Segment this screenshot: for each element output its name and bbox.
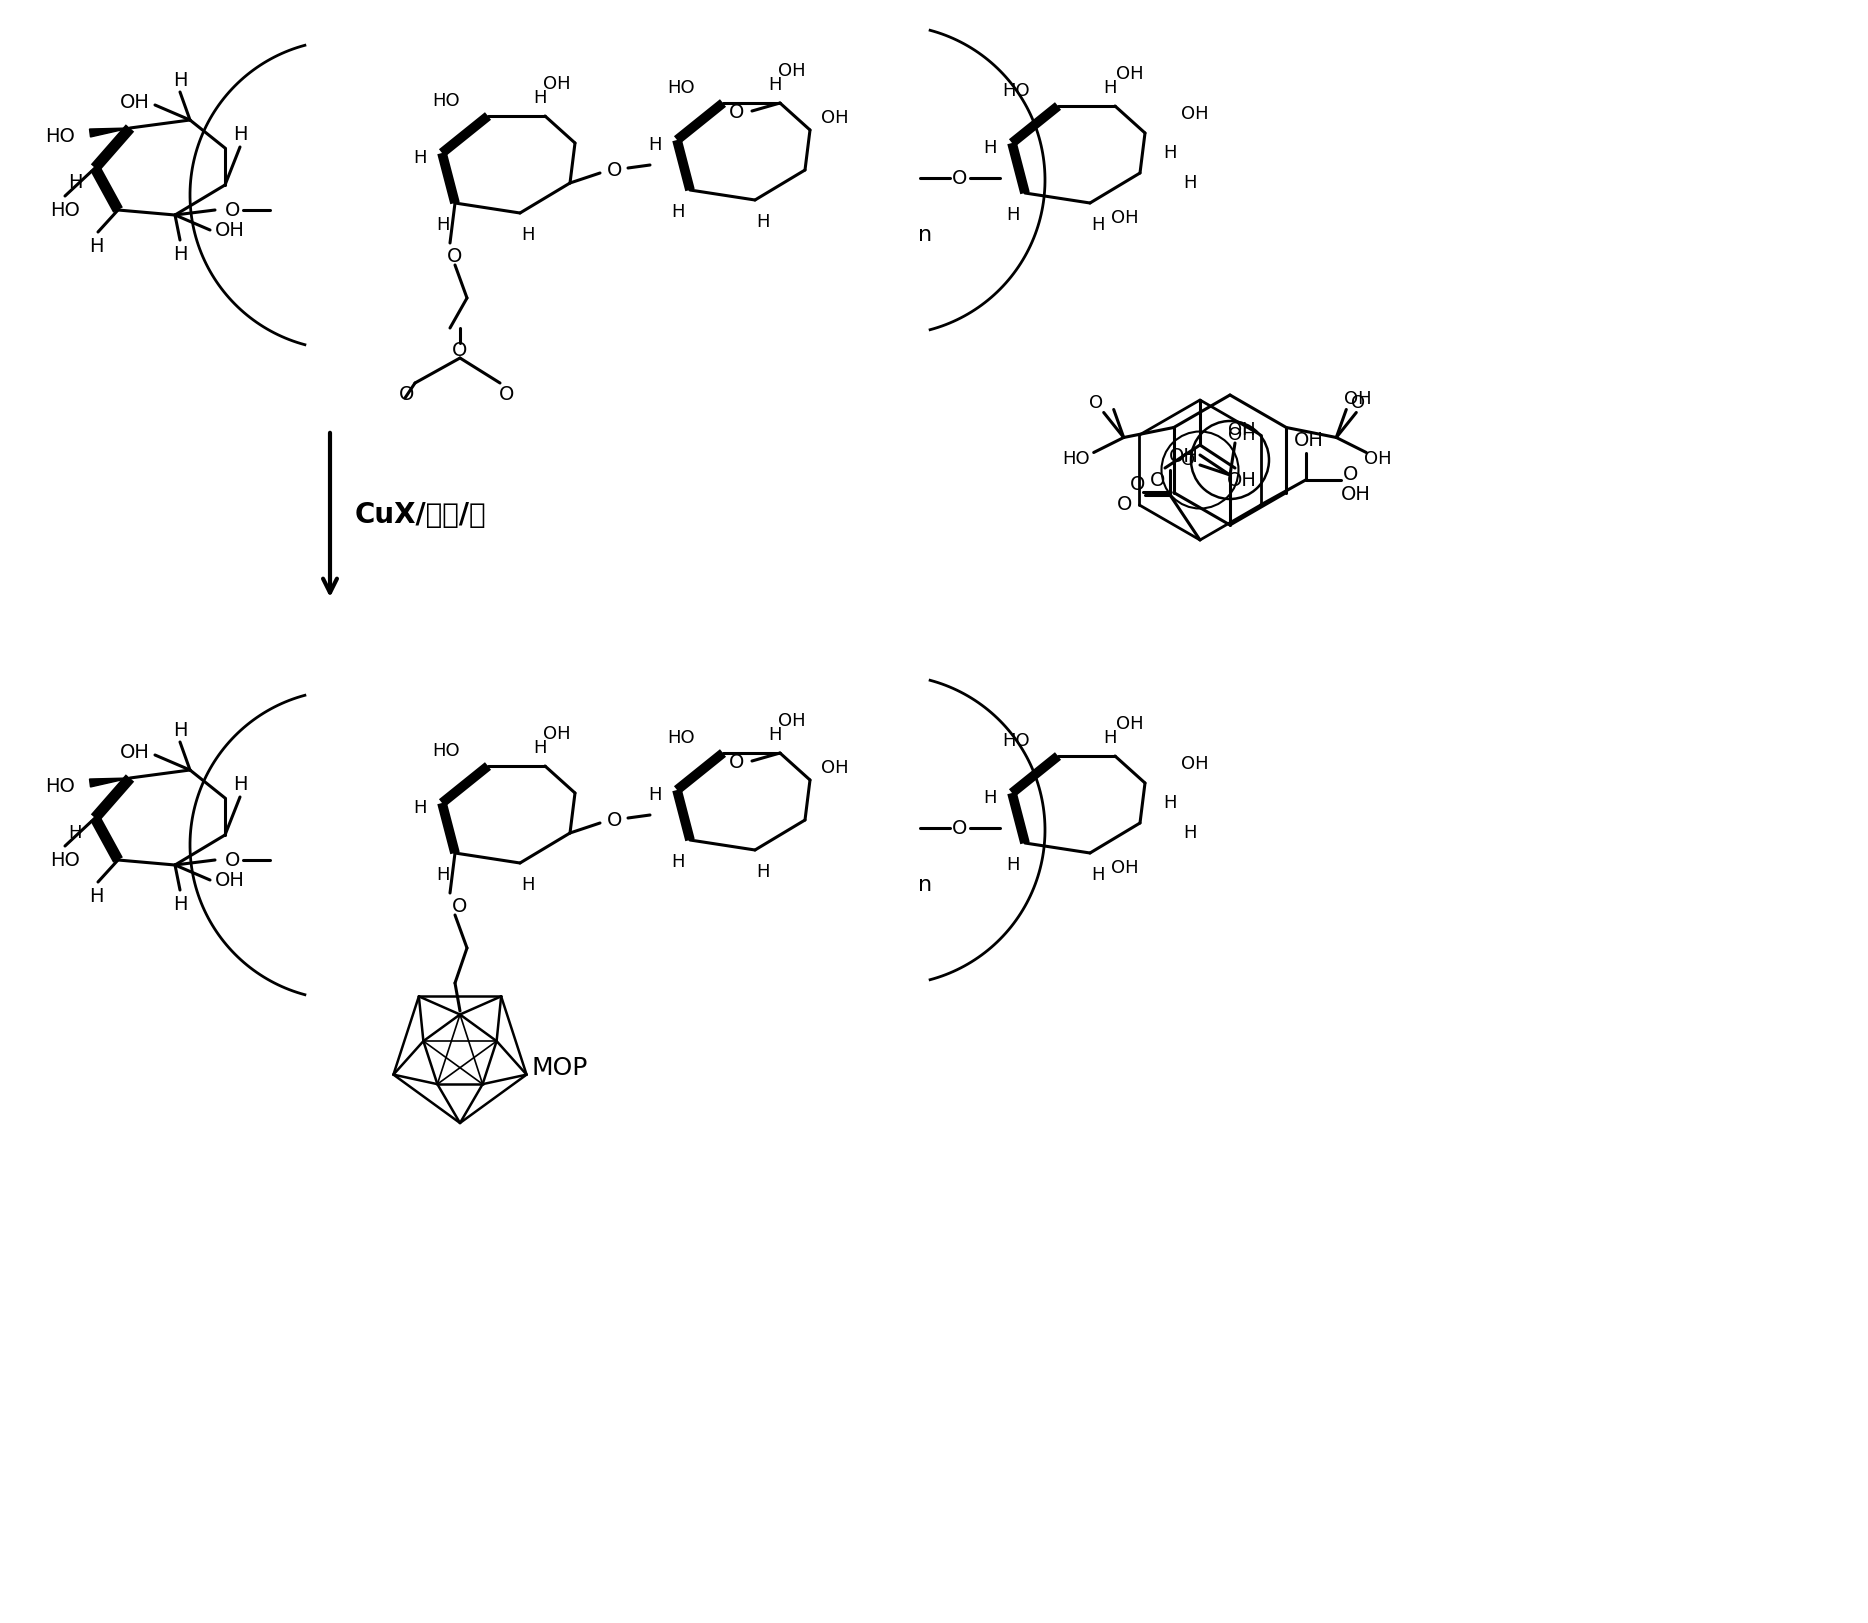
Text: HO: HO bbox=[45, 127, 75, 146]
Text: O: O bbox=[446, 247, 463, 266]
Text: H: H bbox=[1182, 174, 1197, 192]
Text: O: O bbox=[226, 850, 241, 870]
Text: OH: OH bbox=[544, 75, 572, 93]
Text: H: H bbox=[172, 245, 187, 265]
Text: H: H bbox=[172, 896, 187, 914]
Text: H: H bbox=[437, 216, 450, 234]
Text: OH: OH bbox=[1341, 485, 1371, 505]
Text: O: O bbox=[953, 818, 968, 837]
Text: H: H bbox=[757, 863, 770, 881]
Text: H: H bbox=[90, 886, 103, 906]
Text: O: O bbox=[226, 201, 241, 219]
Text: HO: HO bbox=[45, 776, 75, 795]
Text: H: H bbox=[413, 799, 426, 816]
Text: OH: OH bbox=[120, 93, 149, 112]
Text: H: H bbox=[983, 140, 998, 157]
Text: OH: OH bbox=[1117, 716, 1143, 734]
Text: OH: OH bbox=[1295, 430, 1324, 450]
Text: H: H bbox=[1104, 729, 1117, 747]
Text: H: H bbox=[69, 824, 82, 842]
Text: n: n bbox=[917, 226, 932, 245]
Text: H: H bbox=[1007, 855, 1020, 875]
Text: H: H bbox=[983, 789, 998, 807]
Text: O: O bbox=[1117, 495, 1132, 514]
Text: OH: OH bbox=[822, 109, 848, 127]
Text: HO: HO bbox=[667, 729, 695, 747]
Text: O: O bbox=[1089, 393, 1102, 412]
Text: O: O bbox=[1130, 476, 1145, 495]
Text: O: O bbox=[1181, 451, 1196, 469]
Text: O: O bbox=[953, 169, 968, 188]
Text: OH: OH bbox=[1169, 448, 1199, 466]
Text: O: O bbox=[1351, 393, 1366, 412]
Text: HO: HO bbox=[50, 850, 80, 870]
Text: HO: HO bbox=[432, 93, 460, 110]
Text: OH: OH bbox=[544, 725, 572, 743]
Text: O: O bbox=[729, 104, 745, 122]
Text: O: O bbox=[452, 341, 467, 360]
Text: O: O bbox=[400, 386, 415, 404]
Text: O: O bbox=[1343, 466, 1358, 485]
Text: H: H bbox=[1164, 144, 1177, 162]
Text: H: H bbox=[413, 149, 426, 167]
Text: O: O bbox=[729, 753, 745, 773]
Text: OH: OH bbox=[1227, 471, 1257, 490]
Text: OH: OH bbox=[215, 221, 245, 240]
Text: HO: HO bbox=[50, 201, 80, 219]
Text: H: H bbox=[172, 721, 187, 740]
Text: OH: OH bbox=[779, 712, 805, 730]
Text: H: H bbox=[1007, 206, 1020, 224]
Text: O: O bbox=[1151, 471, 1166, 490]
Text: CuX/溶剂/碱: CuX/溶剂/碱 bbox=[355, 502, 486, 529]
Polygon shape bbox=[90, 128, 131, 136]
Text: H: H bbox=[671, 203, 686, 221]
Text: OH: OH bbox=[1111, 859, 1139, 876]
Text: H: H bbox=[172, 70, 187, 89]
Text: OH: OH bbox=[1227, 425, 1255, 445]
Polygon shape bbox=[90, 777, 131, 787]
Text: HO: HO bbox=[1061, 451, 1089, 469]
Text: H: H bbox=[234, 125, 247, 144]
Text: H: H bbox=[532, 738, 547, 756]
Text: H: H bbox=[90, 237, 103, 255]
Text: H: H bbox=[67, 174, 82, 193]
Text: n: n bbox=[917, 875, 932, 894]
Text: OH: OH bbox=[1345, 391, 1373, 409]
Text: OH: OH bbox=[1181, 755, 1209, 773]
Text: OH: OH bbox=[1117, 65, 1143, 83]
Text: H: H bbox=[521, 226, 534, 243]
Text: H: H bbox=[437, 867, 450, 885]
Text: H: H bbox=[1091, 867, 1104, 885]
Text: H: H bbox=[1164, 794, 1177, 812]
Text: HO: HO bbox=[667, 80, 695, 97]
Text: H: H bbox=[1182, 824, 1197, 842]
Text: O: O bbox=[607, 162, 622, 180]
Text: H: H bbox=[648, 786, 661, 803]
Text: H: H bbox=[532, 89, 547, 107]
Text: H: H bbox=[1091, 216, 1104, 234]
Text: O: O bbox=[452, 898, 467, 917]
Text: OH: OH bbox=[1111, 209, 1139, 227]
Text: H: H bbox=[757, 213, 770, 230]
Text: H: H bbox=[671, 854, 686, 872]
Text: H: H bbox=[648, 136, 661, 154]
Text: MOP: MOP bbox=[532, 1057, 588, 1079]
Text: OH: OH bbox=[1227, 420, 1255, 438]
Text: HO: HO bbox=[1003, 732, 1029, 750]
Text: HO: HO bbox=[432, 742, 460, 760]
Text: H: H bbox=[768, 725, 781, 743]
Text: H: H bbox=[521, 876, 534, 894]
Text: H: H bbox=[768, 76, 781, 94]
Text: OH: OH bbox=[1364, 451, 1392, 469]
Text: OH: OH bbox=[120, 742, 149, 761]
Text: H: H bbox=[1104, 80, 1117, 97]
Text: OH: OH bbox=[1181, 105, 1209, 123]
Text: H: H bbox=[234, 776, 247, 795]
Text: O: O bbox=[499, 386, 516, 404]
Text: O: O bbox=[607, 812, 622, 831]
Text: OH: OH bbox=[779, 62, 805, 80]
Text: OH: OH bbox=[215, 870, 245, 889]
Text: OH: OH bbox=[822, 760, 848, 777]
Text: HO: HO bbox=[1003, 83, 1029, 101]
